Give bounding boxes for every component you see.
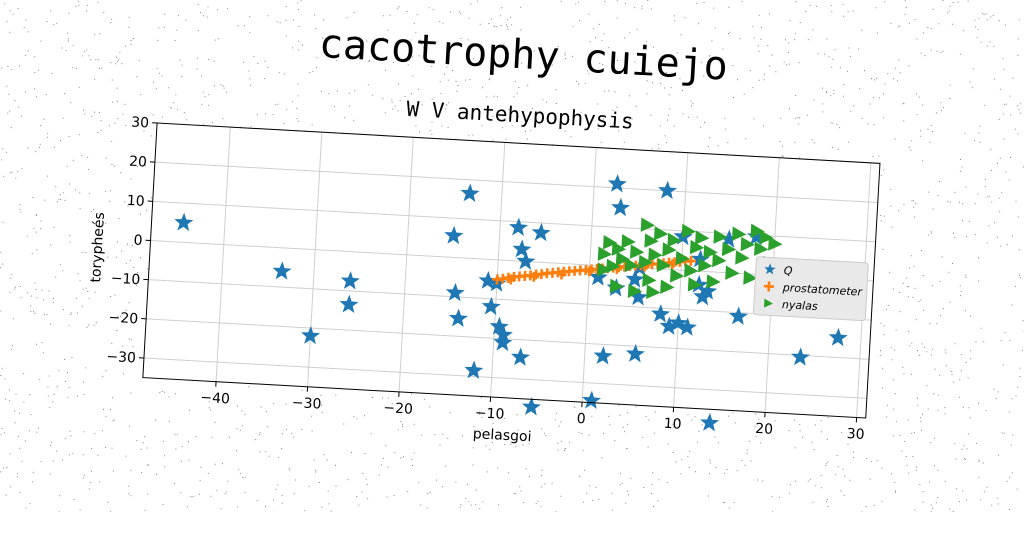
y-tick-label: 10 [126,193,145,210]
x-axis-label: pelasgoi [472,426,531,445]
x-tick-label: −20 [383,400,413,418]
legend-label: nyalas [782,298,819,313]
y-axis-label: torypheés [88,212,108,283]
y-tick-label: 30 [131,115,150,132]
y-tick-label: 20 [129,154,148,171]
y-tick-label: 0 [133,233,143,249]
x-tick-label: −30 [291,395,321,413]
y-tick-label: −30 [106,349,136,367]
x-tick-label: 0 [576,411,586,427]
x-tick-label: −40 [200,390,230,408]
y-tick-label: −10 [110,271,140,289]
x-tick-label: 20 [755,421,774,438]
x-tick-label: 30 [846,426,865,443]
data-point-Q [699,412,719,431]
legend-label: Q [783,264,793,277]
x-tick-label: −10 [474,405,504,423]
x-tick-label: 10 [663,416,682,433]
y-tick-label: −20 [108,310,138,328]
